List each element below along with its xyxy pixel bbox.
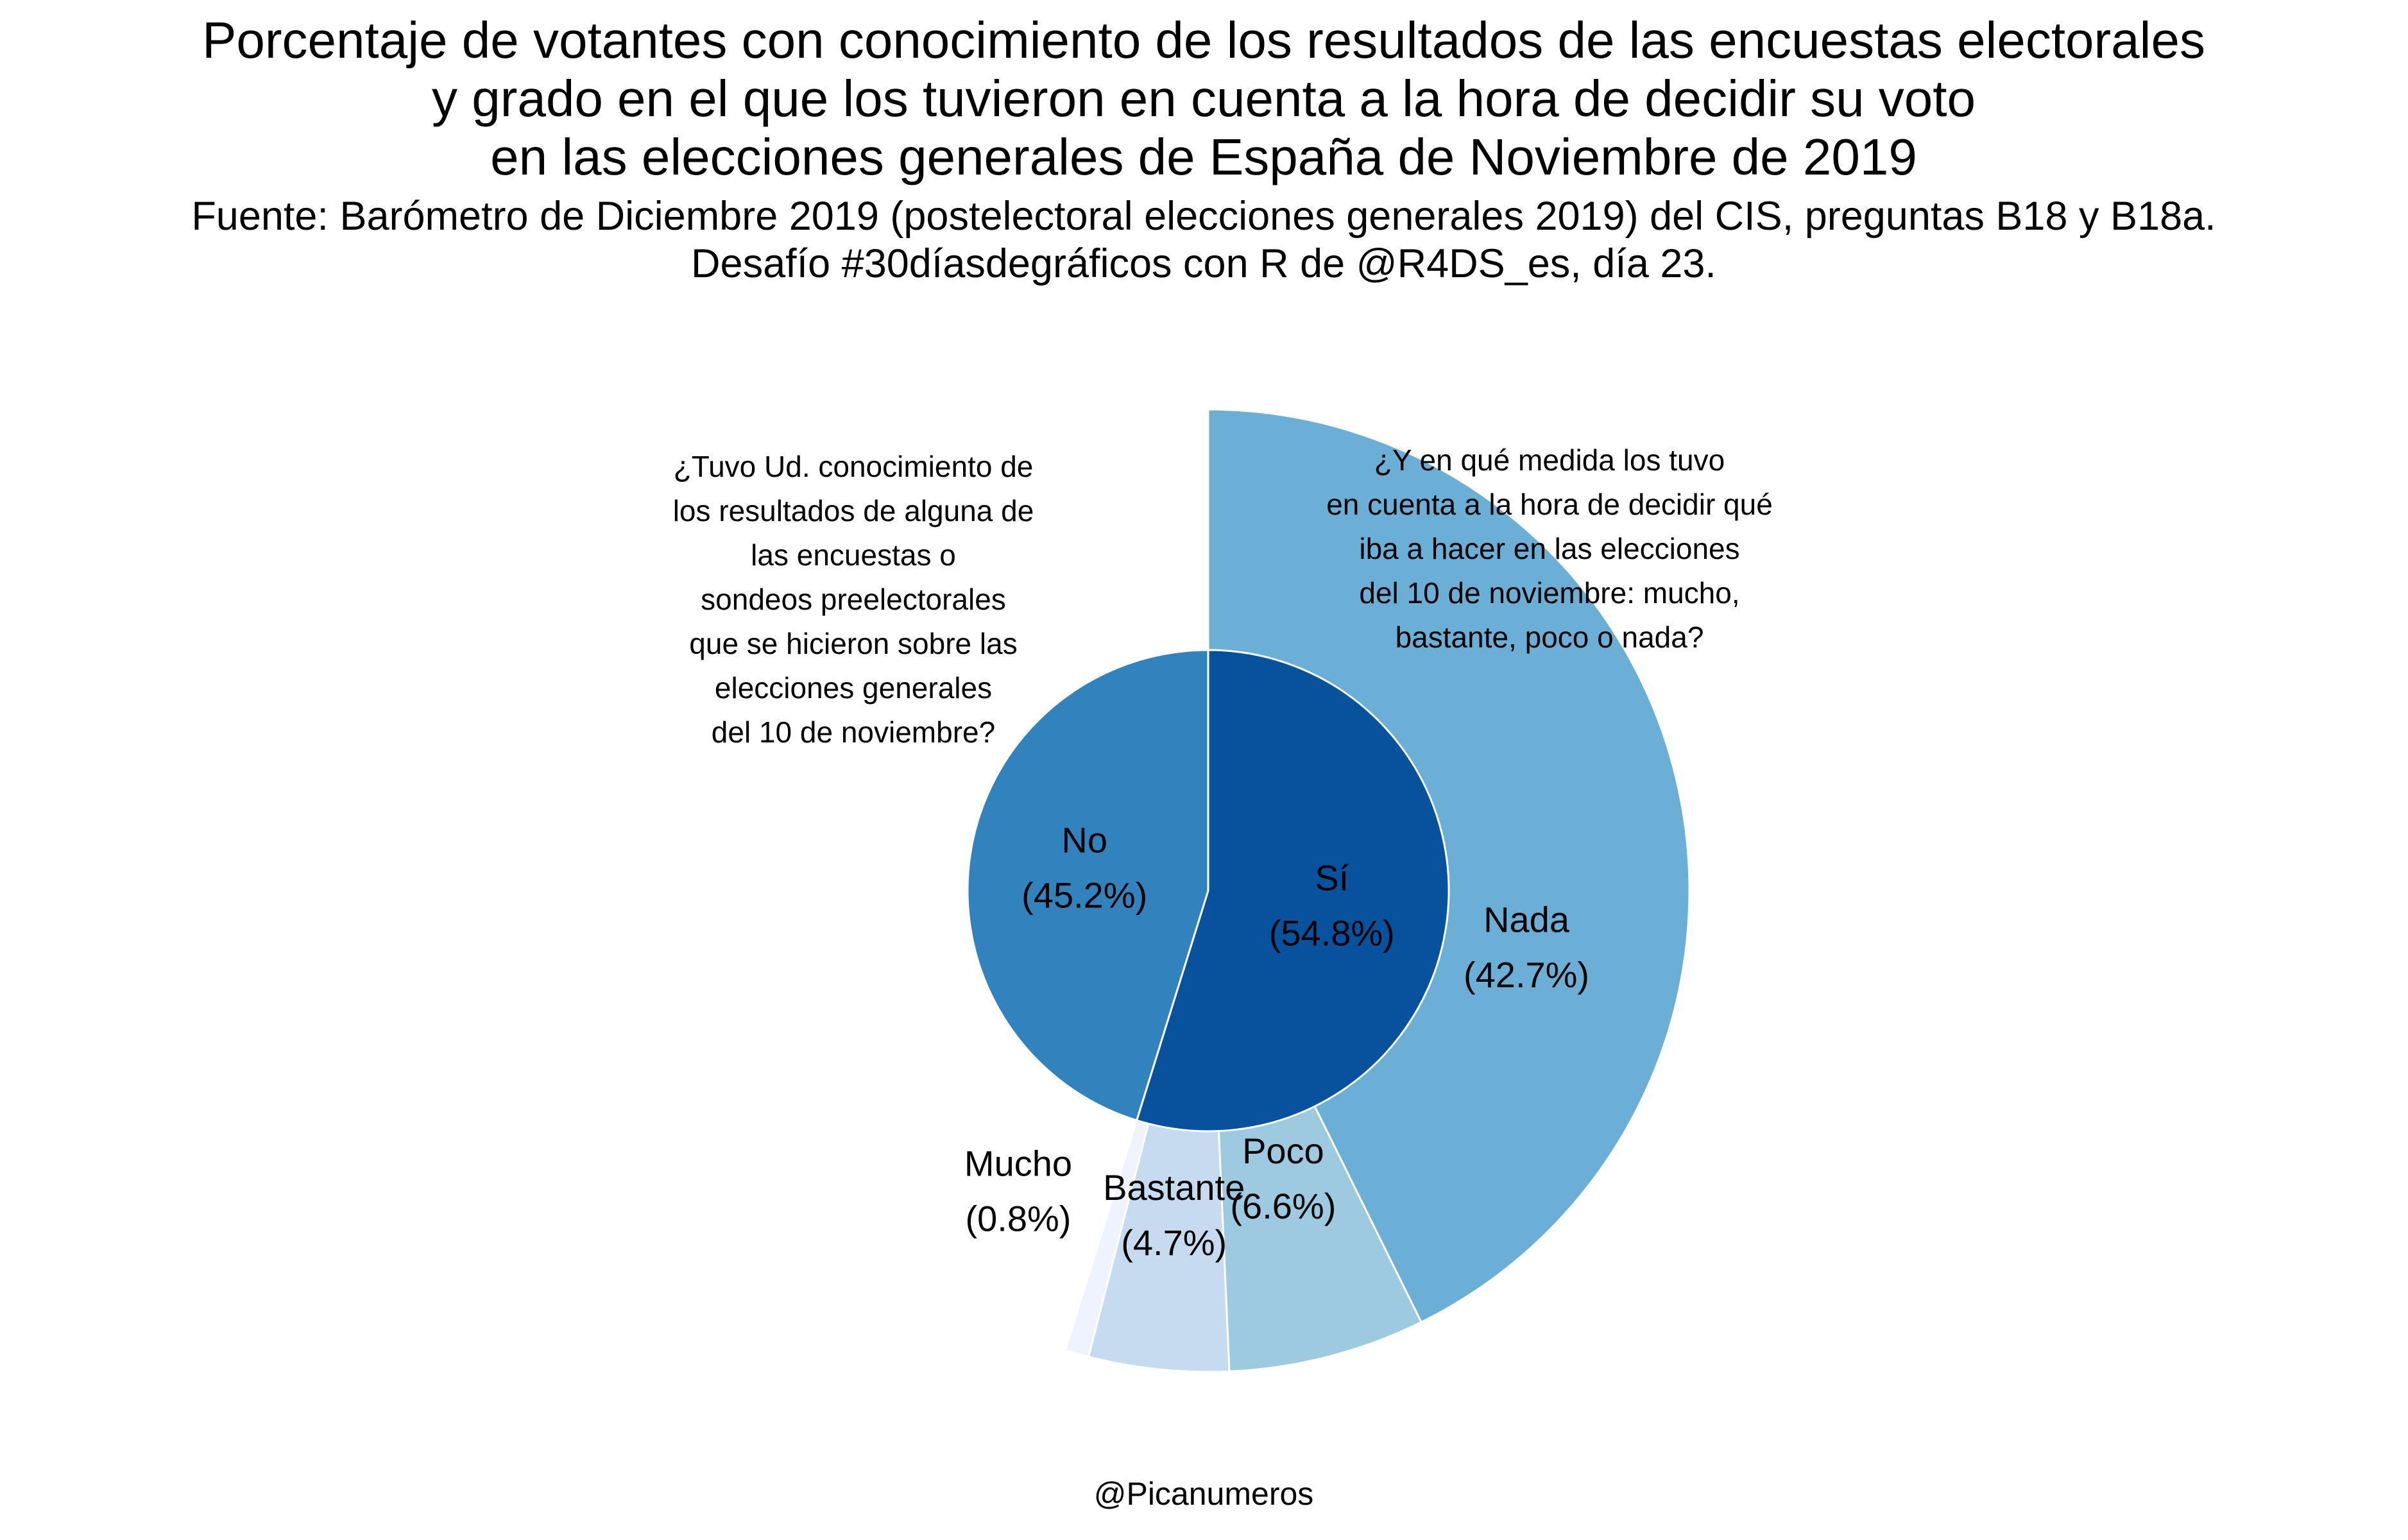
outer-question-line-1: ¿Y en qué medida los tuvo xyxy=(1374,443,1725,477)
inner-question-line-5: que se hicieron sobre las xyxy=(689,627,1017,660)
inner-no-value-label: (45.2%) xyxy=(1021,875,1147,916)
inner-question-line-6: elecciones generales xyxy=(715,671,992,705)
inner-question: ¿Tuvo Ud. conocimiento de los resultados … xyxy=(673,450,1034,749)
outer-question-line-5: bastante, poco o nada? xyxy=(1396,620,1704,654)
outer-nada-label: Nada xyxy=(1483,900,1570,940)
subtitle-line-2: Desafío #30díasdegráficos con R de @R4DS… xyxy=(691,241,1716,286)
title-line-2: y grado en el que los tuvieron en cuenta… xyxy=(432,70,1976,127)
outer-mucho-value-label: (0.8%) xyxy=(966,1199,1072,1239)
outer-mucho-label: Mucho xyxy=(964,1143,1072,1184)
outer-nada-value-label: (42.7%) xyxy=(1464,955,1589,995)
inner-si-value-label: (54.8%) xyxy=(1269,912,1395,953)
outer-poco-value-label: (6.6%) xyxy=(1230,1186,1336,1226)
title-line-3: en las elecciones generales de España de… xyxy=(490,128,1917,185)
outer-question-line-3: iba a hacer en las elecciones xyxy=(1359,532,1739,565)
inner-question-line-1: ¿Tuvo Ud. conocimiento de xyxy=(674,450,1034,483)
inner-question-line-3: las encuestas o xyxy=(751,538,956,572)
slice-labels: Sí (54.8%) No (45.2%) Nada (42.7%) Poco (6.6%)B… xyxy=(964,820,1589,1263)
inner-question-line-2: los resultados de alguna de xyxy=(673,494,1034,527)
outer-poco-label: Poco xyxy=(1242,1131,1324,1171)
outer-question-line-2: en cuenta a la hora de decidir qué xyxy=(1326,488,1773,521)
chart-subtitle: Fuente: Barómetro de Diciembre 2019 (pos… xyxy=(191,194,2216,286)
inner-slice-no xyxy=(966,649,1209,1122)
subtitle-line-1: Fuente: Barómetro de Diciembre 2019 (pos… xyxy=(191,194,2216,239)
title-line-1: Porcentaje de votantes con conocimiento … xyxy=(202,12,2205,69)
inner-pie xyxy=(966,649,1450,1133)
chart-title: Porcentaje de votantes con conocimiento … xyxy=(202,12,2205,185)
outer-bastante-label: Bastante xyxy=(1103,1167,1245,1208)
inner-slice-si xyxy=(1135,649,1450,1133)
outer-question: ¿Y en qué medida los tuvo en cuenta a la … xyxy=(1326,443,1773,654)
outer-bastante-value-label: (4.7%) xyxy=(1121,1222,1227,1263)
inner-question-line-7: del 10 de noviembre? xyxy=(712,715,995,749)
inner-no-label: No xyxy=(1061,820,1107,860)
chart-caption: @Picanumeros xyxy=(1094,1476,1314,1512)
outer-question-line-4: del 10 de noviembre: mucho, xyxy=(1359,576,1739,610)
inner-si-label: Sí xyxy=(1315,857,1349,898)
inner-question-line-4: sondeos preelectorales xyxy=(701,583,1006,616)
